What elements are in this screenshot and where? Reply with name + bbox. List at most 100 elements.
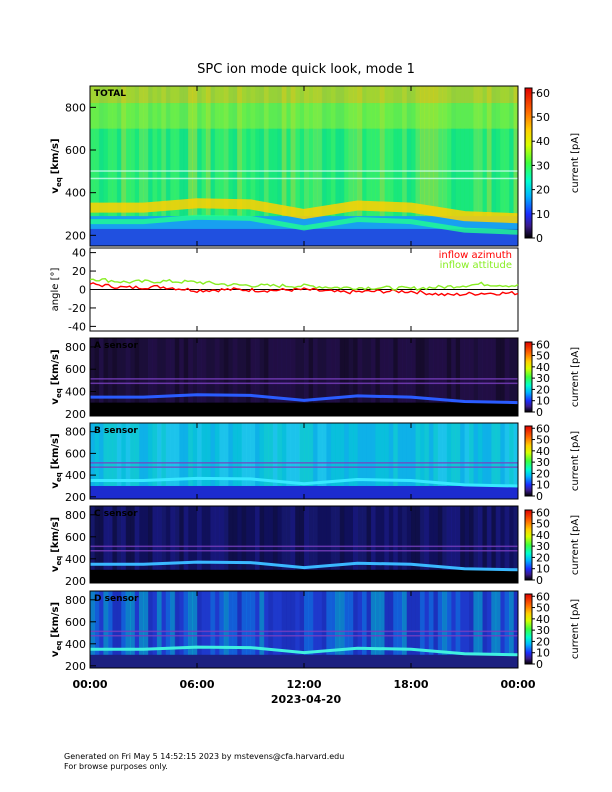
heatmap-column [183,86,189,246]
heatmap-column [304,506,309,583]
heatmap-column [330,338,336,416]
heatmap-column [504,506,510,583]
heatmap-column [201,338,207,416]
heatmap-column [353,591,358,668]
heatmap-column [455,86,461,246]
heatmap-column [237,423,242,499]
colorbar-tick-label: 40 [536,135,550,148]
heatmap-column [277,506,283,583]
heatmap-column [210,86,216,246]
heatmap-column [428,591,434,668]
heatmap-column [379,423,385,499]
heatmap-column [513,86,519,246]
heatmap-column [223,86,229,246]
peak-speed-band [90,393,519,405]
heatmap-column [98,338,104,416]
heatmap-column [250,338,256,416]
heatmap-column [424,423,430,499]
heatmap-column [179,338,185,416]
heatmap-column [455,506,461,583]
heatmap-column [339,506,345,583]
heatmap-column [192,423,198,499]
heatmap-column [223,506,229,583]
heatmap-column [246,591,251,668]
heatmap-column [366,423,372,499]
heatmap-column [335,423,341,499]
heatmap-column [281,86,287,246]
heatmap-column [339,338,345,416]
heatmap-column [268,338,274,416]
speed-line [90,550,518,552]
heatmap-column [482,423,488,499]
heatmap-column [469,423,474,499]
x-tick-label: 18:00 [393,678,428,691]
heatmap-column [161,338,167,416]
heatmap-column [174,338,180,416]
heatmap-column [90,423,95,499]
heatmap-column [139,86,144,246]
heatmap-column [98,86,104,246]
heatmap-column [255,338,260,416]
heatmap-column [375,423,381,499]
heatmap-column [317,591,323,668]
heatmap-column [513,591,519,668]
heatmap-column [446,338,452,416]
heatmap-column [366,86,372,246]
heatmap-column [393,423,399,499]
heatmap-column [384,338,390,416]
colorbar-tick-label: 60 [536,506,550,519]
heatmap-column [335,338,341,416]
y-tick-label: 800 [65,426,86,439]
heatmap-column [290,591,296,668]
heatmap-column [223,423,229,499]
heatmap-column [473,338,479,416]
heatmap-column [156,423,162,499]
panel-label: A sensor [94,341,139,351]
heatmap-column [188,591,193,668]
heatmap-column [455,423,461,499]
heatmap-column [183,506,189,583]
heatmap-column [152,86,158,246]
y-tick-label: 200 [65,660,86,673]
heatmap-column [121,506,127,583]
panel-label: B sensor [94,426,138,436]
heatmap-column [312,86,318,246]
heatmap-column [433,506,439,583]
heatmap-column [411,86,416,246]
y-axis-label-unit: [km/s] [50,138,61,174]
heatmap-column [419,591,425,668]
heatmap-column [272,86,278,246]
heatmap-column [205,423,211,499]
heatmap-column [259,506,265,583]
heatmap-column [330,591,336,668]
heatmap-column [326,86,332,246]
heatmap-column [295,506,300,583]
heatmap-column [107,591,113,668]
heatmap-column [500,338,506,416]
heatmap-column [370,591,376,668]
heatmap-column [255,423,260,499]
heatmap-column [477,591,483,668]
heatmap-column [317,506,323,583]
panel-label: D sensor [94,594,139,604]
colorbar-tick-label: 30 [536,624,550,637]
heatmap-column [272,423,278,499]
heatmap-column [486,338,492,416]
heatmap-column [442,423,448,499]
heatmap-column [201,86,207,246]
y-axis-label-main: v [50,187,61,194]
heatmap-column [228,423,234,499]
heatmap-column [486,591,492,668]
x-axis-date: 2023-04-20 [271,693,342,706]
heatmap-column [139,423,144,499]
heatmap-column [161,506,167,583]
heatmap-column [130,86,135,246]
heatmap-column [344,591,349,668]
heatmap-column [460,338,465,416]
heatmap-column [90,506,95,583]
heatmap-column [237,591,242,668]
heatmap-column [219,506,225,583]
heatmap-column [402,86,407,246]
heatmap-column [183,591,189,668]
heatmap-column [424,506,430,583]
